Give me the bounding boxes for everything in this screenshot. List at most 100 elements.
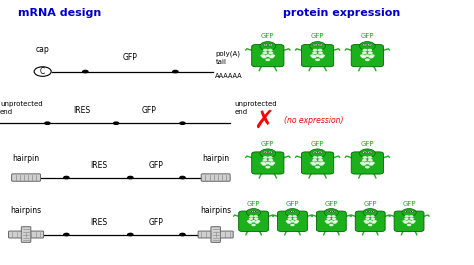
Circle shape: [254, 210, 258, 213]
Circle shape: [63, 233, 70, 236]
Circle shape: [367, 49, 372, 51]
Circle shape: [289, 211, 291, 212]
Circle shape: [179, 176, 186, 179]
Circle shape: [255, 211, 257, 212]
Circle shape: [366, 215, 370, 218]
Text: tail: tail: [216, 59, 227, 65]
FancyBboxPatch shape: [394, 211, 424, 232]
Circle shape: [288, 218, 292, 220]
FancyBboxPatch shape: [356, 211, 385, 232]
FancyBboxPatch shape: [351, 45, 383, 67]
Circle shape: [327, 215, 331, 218]
Text: unprotected: unprotected: [235, 101, 277, 107]
Circle shape: [255, 221, 259, 224]
Circle shape: [410, 211, 412, 212]
Circle shape: [318, 156, 322, 159]
Circle shape: [366, 210, 370, 213]
Circle shape: [324, 209, 338, 217]
Circle shape: [327, 210, 331, 213]
Text: GFP: GFP: [311, 141, 324, 147]
Circle shape: [269, 152, 272, 153]
Circle shape: [329, 220, 334, 223]
Circle shape: [288, 215, 292, 218]
Circle shape: [293, 218, 297, 220]
Circle shape: [319, 56, 324, 58]
Circle shape: [360, 162, 365, 164]
FancyBboxPatch shape: [9, 231, 44, 238]
Text: GFP: GFP: [149, 218, 164, 227]
Circle shape: [402, 220, 407, 223]
Circle shape: [292, 215, 297, 218]
Circle shape: [127, 233, 134, 236]
Circle shape: [311, 163, 316, 166]
Text: end: end: [235, 109, 248, 115]
Circle shape: [286, 220, 290, 223]
Circle shape: [410, 218, 414, 220]
Text: C: C: [40, 67, 46, 76]
Circle shape: [361, 56, 366, 58]
Circle shape: [402, 209, 416, 217]
Circle shape: [368, 159, 373, 162]
Circle shape: [251, 224, 256, 226]
Text: GFP: GFP: [261, 33, 274, 39]
Circle shape: [406, 211, 408, 212]
Text: GFP: GFP: [142, 106, 157, 115]
Text: GFP: GFP: [364, 201, 377, 207]
Text: hairpin: hairpin: [202, 154, 229, 163]
FancyBboxPatch shape: [301, 152, 334, 174]
Circle shape: [113, 121, 119, 125]
Circle shape: [364, 220, 368, 223]
Circle shape: [247, 220, 251, 223]
Circle shape: [319, 163, 324, 166]
Circle shape: [331, 215, 336, 218]
Circle shape: [260, 149, 276, 158]
Circle shape: [312, 159, 317, 162]
Circle shape: [319, 44, 321, 46]
Circle shape: [409, 215, 413, 218]
Circle shape: [315, 166, 320, 169]
Text: AAAAAA: AAAAAA: [215, 73, 242, 79]
FancyBboxPatch shape: [11, 174, 40, 181]
Circle shape: [329, 224, 334, 226]
Circle shape: [248, 221, 253, 224]
Circle shape: [365, 166, 370, 169]
Circle shape: [368, 220, 373, 223]
Circle shape: [318, 159, 323, 162]
Circle shape: [251, 220, 256, 223]
FancyBboxPatch shape: [211, 227, 220, 242]
Circle shape: [363, 156, 367, 159]
Circle shape: [320, 54, 325, 57]
Circle shape: [332, 221, 337, 224]
Text: poly(A): poly(A): [216, 50, 241, 57]
Text: GFP: GFP: [247, 201, 260, 207]
Circle shape: [365, 221, 369, 224]
Circle shape: [313, 49, 318, 51]
Circle shape: [246, 209, 261, 217]
Circle shape: [249, 215, 254, 218]
Circle shape: [270, 54, 275, 57]
Circle shape: [268, 51, 273, 54]
FancyBboxPatch shape: [316, 211, 346, 232]
Circle shape: [260, 42, 276, 50]
Text: hairpins: hairpins: [10, 206, 42, 215]
Circle shape: [249, 218, 253, 220]
FancyBboxPatch shape: [252, 152, 284, 174]
Circle shape: [179, 233, 186, 236]
Text: GFP: GFP: [123, 53, 138, 62]
Circle shape: [313, 44, 317, 46]
Circle shape: [327, 218, 331, 220]
Text: GFP: GFP: [286, 201, 299, 207]
Circle shape: [318, 44, 322, 46]
FancyBboxPatch shape: [21, 227, 31, 242]
Circle shape: [404, 218, 409, 220]
Circle shape: [256, 220, 260, 223]
Text: hairpin: hairpin: [12, 154, 40, 163]
Circle shape: [359, 42, 375, 50]
Text: ✗: ✗: [253, 109, 273, 132]
Circle shape: [367, 211, 369, 212]
Circle shape: [370, 54, 375, 57]
Circle shape: [293, 221, 298, 224]
Circle shape: [263, 159, 267, 162]
Circle shape: [364, 152, 366, 153]
Circle shape: [370, 162, 375, 164]
